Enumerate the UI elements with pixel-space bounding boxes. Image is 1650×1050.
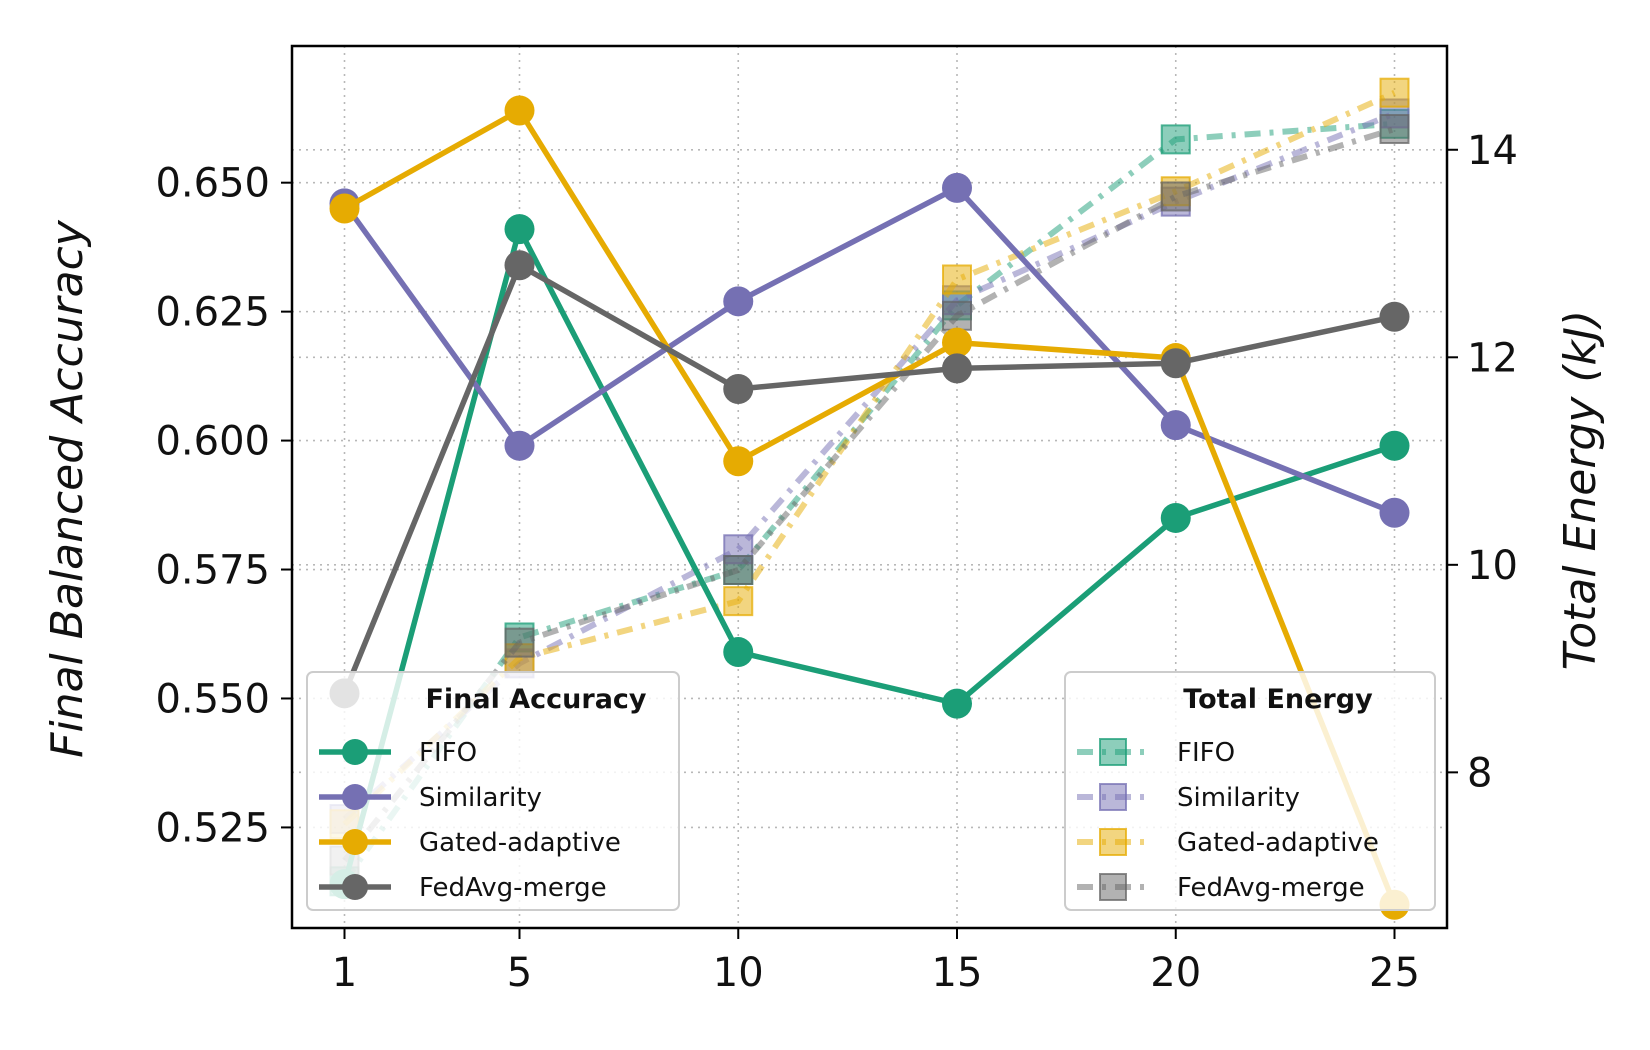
accuracy-marker-similarity: [942, 172, 972, 203]
legend-swatch-marker: [342, 739, 368, 765]
plot-frame: [290, 44, 1449, 930]
right-y-tick-label: 12: [1467, 335, 1518, 381]
legend-label: Gated-adaptive: [1177, 828, 1379, 858]
accuracy-marker-similarity: [504, 430, 535, 461]
accuracy-marker-gated-adaptive: [723, 446, 754, 477]
accuracy-marker-fedavg-merge: [942, 353, 972, 384]
accuracy-marker-fedavg-merge: [1379, 301, 1410, 332]
legend-label: FIFO: [1177, 738, 1235, 768]
accuracy-marker-fifo: [942, 688, 972, 719]
left-y-axis-ticks: 0.525 0.550 0.575 0.600 0.625 0.650: [155, 161, 292, 851]
left-y-axis-title: Final Balanced Accuracy: [42, 219, 93, 758]
accuracy-marker-fifo: [1379, 430, 1410, 461]
energy-marker-fedavg-merge: [1160, 181, 1191, 212]
legend-swatch-marker: [1099, 873, 1127, 901]
accuracy-series-group: [329, 95, 1410, 920]
x-axis-ticks: 1 5 10 15 20 25: [332, 928, 1420, 996]
energy-marker-fedavg-merge: [723, 555, 754, 586]
legend-swatch-marker: [342, 829, 368, 855]
energy-legend: Total Energy FIFO Similarity Gated-adaptive…: [1064, 671, 1436, 911]
accuracy-marker-gated-adaptive: [942, 327, 972, 358]
accuracy-line-fedavg-merge: [341, 262, 1396, 695]
x-tick-label: 25: [1369, 950, 1420, 996]
legend-title: Total Energy: [1183, 684, 1373, 715]
left-y-tick-label: 0.575: [155, 548, 270, 594]
x-tick-label: 20: [1150, 950, 1201, 996]
energy-marker-gated-adaptive: [942, 264, 972, 295]
right-y-tick-label: 8: [1467, 750, 1492, 796]
accuracy-marker-fedavg-merge: [504, 250, 535, 281]
accuracy-marker-gated-adaptive: [329, 193, 360, 224]
legend-label: FedAvg-merge: [419, 873, 607, 903]
accuracy-marker-fifo: [1160, 502, 1191, 533]
legend-box: [1064, 671, 1436, 911]
x-tick-label: 5: [507, 950, 532, 996]
accuracy-line-gated-adaptive: [343, 107, 1398, 906]
legend-swatch-marker: [1099, 738, 1127, 766]
left-y-tick-label: 0.650: [155, 161, 270, 207]
energy-marker-fifo: [1160, 124, 1191, 155]
accuracy-marker-fedavg-merge: [1160, 348, 1191, 379]
legend-swatch-marker: [1099, 828, 1127, 856]
accuracy-marker-similarity: [723, 286, 754, 317]
left-y-tick-label: 0.600: [155, 419, 270, 465]
right-y-tick-label: 10: [1467, 543, 1518, 589]
energy-marker-fedavg-merge: [1379, 114, 1410, 145]
legend-box: [306, 671, 680, 911]
legend-label: FedAvg-merge: [1177, 873, 1365, 903]
x-tick-label: 10: [713, 950, 764, 996]
energy-marker-fedavg-merge: [504, 627, 535, 658]
energy-line-fifo: [342, 120, 1395, 884]
accuracy-marker-fifo: [723, 637, 754, 668]
right-y-tick-label: 14: [1467, 128, 1518, 174]
legend-title: Final Accuracy: [425, 684, 646, 715]
left-y-tick-label: 0.625: [155, 290, 270, 336]
legend-label: Similarity: [419, 783, 542, 813]
energy-marker-fedavg-merge: [942, 300, 972, 331]
energy-marker-gated-adaptive: [1379, 77, 1410, 108]
accuracy-marker-fifo: [504, 214, 535, 245]
legend-swatch-marker: [1099, 783, 1127, 811]
legend-label: FIFO: [419, 738, 477, 768]
x-tick-label: 15: [932, 950, 983, 996]
legend-label: Gated-adaptive: [419, 828, 621, 858]
accuracy-marker-similarity: [1379, 497, 1410, 528]
energy-marker-gated-adaptive: [723, 586, 754, 617]
right-y-axis-title: Total Energy (kJ): [1555, 310, 1606, 670]
accuracy-marker-gated-adaptive: [504, 95, 535, 126]
accuracy-marker-similarity: [1160, 410, 1191, 441]
accuracy-line-similarity: [342, 185, 1396, 516]
accuracy-marker-fedavg-merge: [723, 374, 754, 404]
right-y-axis-ticks: 8 10 12 14: [1447, 128, 1518, 796]
x-tick-label: 1: [332, 950, 357, 996]
legend-swatch-marker: [342, 784, 368, 810]
left-y-tick-label: 0.525: [155, 805, 270, 851]
legend-label: Similarity: [1177, 783, 1300, 813]
left-y-tick-label: 0.550: [155, 676, 270, 722]
legend-swatch-marker: [342, 874, 368, 900]
accuracy-legend: Final Accuracy FIFO Similarity Gated-adapti…: [306, 671, 680, 911]
